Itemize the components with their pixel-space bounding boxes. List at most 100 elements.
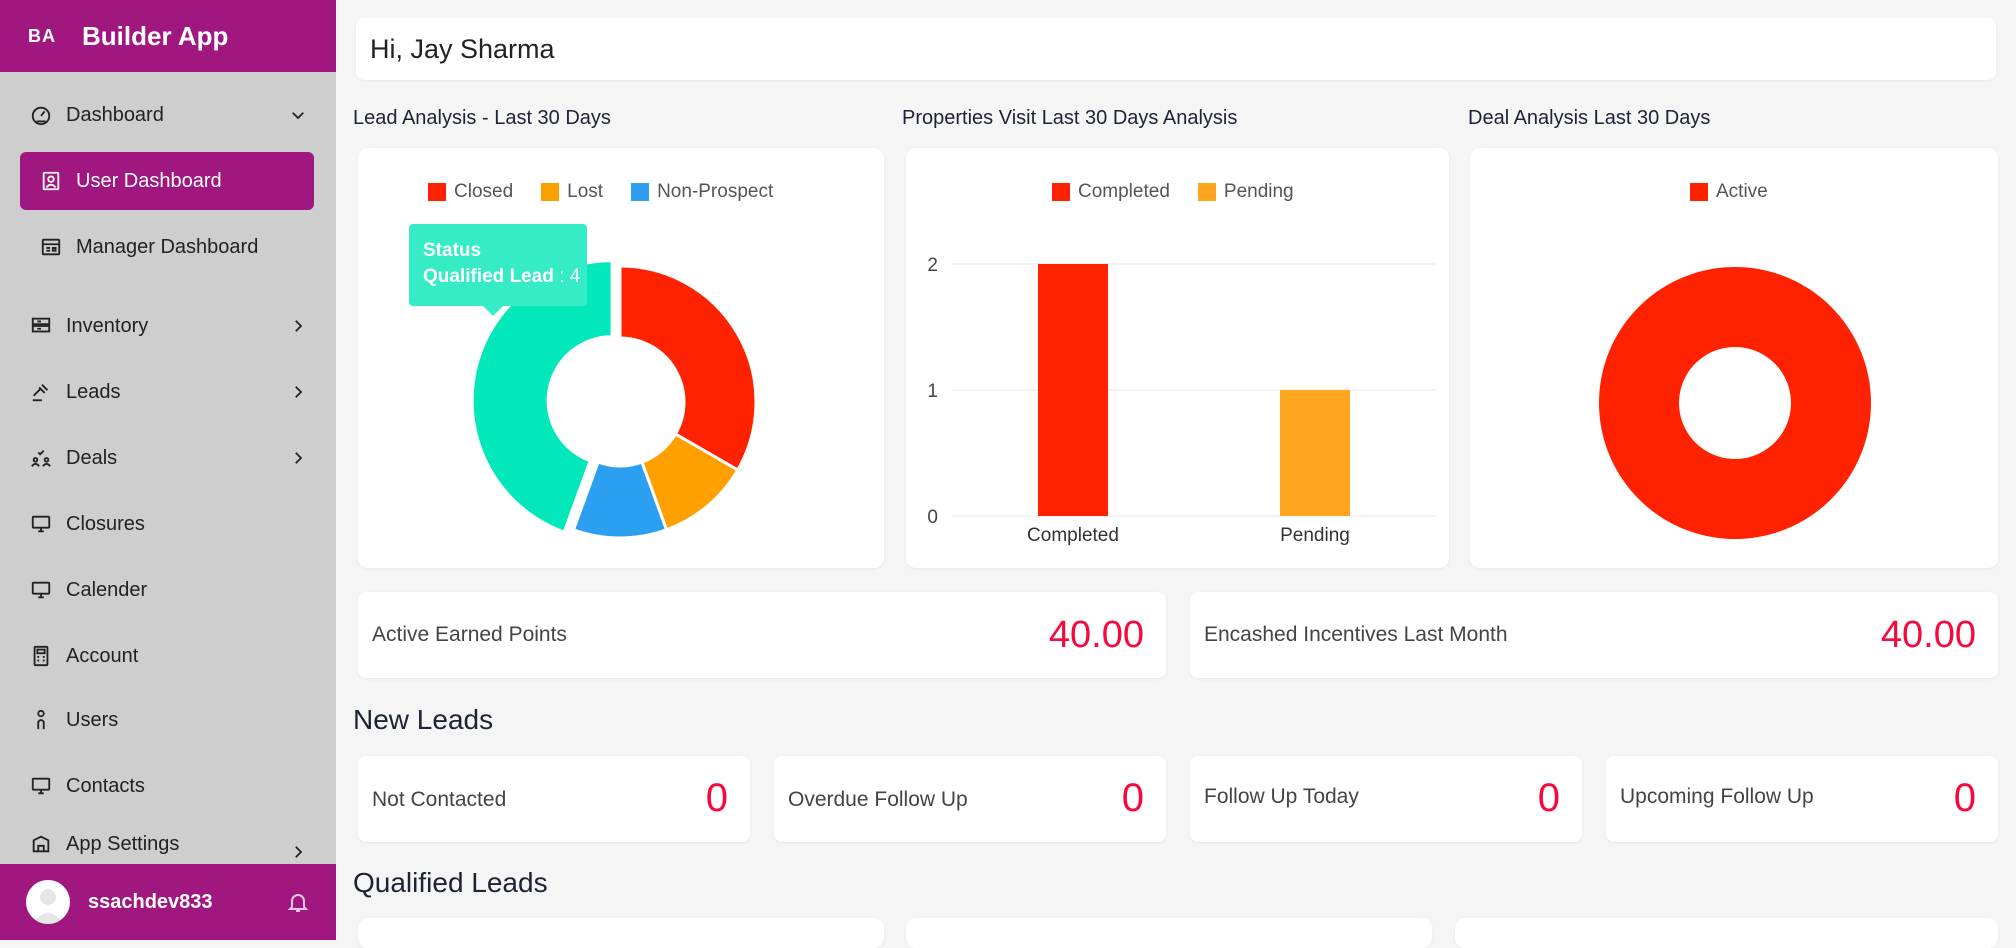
brand-name: Builder App <box>82 20 229 51</box>
tooltip-separator: : <box>553 266 570 287</box>
chevron-right-icon[interactable] <box>288 382 308 402</box>
calculator-icon <box>28 643 54 669</box>
user-icon <box>28 707 54 733</box>
follow-up-today-card[interactable]: Follow Up Today 0 <box>1190 756 1582 842</box>
qualified-leads-card <box>1455 918 1998 948</box>
tooltip-arrow <box>483 306 503 316</box>
sidebar-item-label: User Dashboard <box>76 169 222 192</box>
lead-analysis-title: Lead Analysis - Last 30 Days <box>353 107 611 129</box>
qualified-leads-card <box>906 918 1432 948</box>
sidebar-item-label: Inventory <box>66 314 149 337</box>
pie-slice-non-prospect[interactable] <box>571 460 669 540</box>
sidebar-item-account[interactable]: Account <box>0 628 336 684</box>
bar-completed[interactable] <box>1038 264 1108 516</box>
greeting-text: Hi, Jay Sharma <box>370 33 555 64</box>
sidebar-item-users[interactable]: Users <box>0 692 336 748</box>
deals-icon <box>28 445 54 471</box>
manager-dashboard-icon <box>38 234 64 260</box>
legend-label: Completed <box>1078 181 1170 202</box>
user-bar[interactable]: ssachdev833 <box>0 864 336 940</box>
brand-header[interactable]: BA Builder App <box>0 0 336 72</box>
stat-label: Follow Up Today <box>1204 785 1359 808</box>
sidebar-item-app-settings[interactable]: App Settings <box>0 824 336 864</box>
sidebar-item-calender[interactable]: Calender <box>0 562 336 618</box>
sidebar-item-user-dashboard[interactable]: User Dashboard <box>20 152 314 210</box>
monitor-icon <box>28 773 54 799</box>
legend-swatch <box>1197 183 1216 201</box>
sidebar-item-deals[interactable]: Deals <box>0 430 336 486</box>
stat-value: 0 <box>705 776 728 820</box>
sidebar-item-label: App Settings <box>66 832 180 855</box>
sidebar-item-inventory[interactable]: Inventory <box>0 298 336 354</box>
legend-label: Lost <box>567 181 604 202</box>
chevron-right-icon[interactable] <box>288 842 308 862</box>
legend-item-pending[interactable]: Pending <box>1197 181 1294 203</box>
stat-value: 0 <box>1953 776 1976 820</box>
stat-value: 0 <box>1121 776 1144 820</box>
stat-label: Upcoming Follow Up <box>1620 785 1814 808</box>
y-tick-label: 1 <box>927 381 938 402</box>
legend-swatch <box>1690 183 1708 201</box>
encashed-incentives-card: Encashed Incentives Last Month 40.00 <box>1190 592 1998 678</box>
sidebar-item-label: Manager Dashboard <box>76 235 259 258</box>
stat-value: 0 <box>1537 776 1560 820</box>
avatar[interactable] <box>26 880 70 924</box>
legend-label: Pending <box>1223 181 1294 202</box>
not-contacted-card[interactable]: Not Contacted 0 <box>358 756 750 842</box>
overdue-follow-up-card[interactable]: Overdue Follow Up 0 <box>774 756 1166 842</box>
sidebar-item-label: Users <box>66 708 119 731</box>
sidebar-item-label: Account <box>66 644 139 667</box>
bar-pending[interactable] <box>1280 390 1350 516</box>
sidebar-item-contacts[interactable]: Contacts <box>0 758 336 814</box>
legend-swatch <box>541 183 560 201</box>
deal-analysis-title: Deal Analysis Last 30 Days <box>1468 107 1711 129</box>
sidebar-item-dashboard[interactable]: Dashboard <box>0 87 336 143</box>
qualified-leads-card <box>358 918 884 948</box>
gavel-icon <box>28 379 54 405</box>
y-tick-label: 0 <box>927 507 938 528</box>
stat-value: 40.00 <box>1880 614 1976 656</box>
legend-swatch <box>428 183 446 201</box>
deal-analysis-donut <box>1598 267 1871 539</box>
sidebar-item-manager-dashboard[interactable]: Manager Dashboard <box>20 218 314 276</box>
pie-slice-active[interactable] <box>1598 267 1871 539</box>
legend-item-active[interactable]: Active <box>1690 181 1768 203</box>
chevron-right-icon[interactable] <box>288 448 308 468</box>
legend-item-completed[interactable]: Completed <box>1052 181 1170 203</box>
bell-icon[interactable] <box>286 890 310 914</box>
stat-label: Active Earned Points <box>372 623 567 646</box>
user-dashboard-icon <box>38 168 64 194</box>
tooltip-title: Status <box>423 240 482 261</box>
monitor-icon <box>28 511 54 537</box>
monitor-icon <box>28 577 54 603</box>
legend-swatch <box>1052 183 1070 201</box>
new-leads-heading: New Leads <box>353 704 494 735</box>
legend-item-closed[interactable]: Closed <box>428 181 513 203</box>
inventory-icon <box>28 313 54 339</box>
pie-slice-closed[interactable] <box>618 264 758 473</box>
legend-item-lost[interactable]: Lost <box>541 181 603 203</box>
chevron-down-icon[interactable] <box>288 105 308 125</box>
stat-value: 40.00 <box>1048 614 1144 656</box>
chevron-right-icon[interactable] <box>288 316 308 336</box>
legend-label: Non-Prospect <box>657 181 774 202</box>
qualified-leads-heading: Qualified Leads <box>353 867 548 898</box>
lead-analysis-donut <box>470 260 758 540</box>
sidebar-item-label: Closures <box>66 512 145 535</box>
sidebar-item-label: Deals <box>66 446 118 469</box>
sidebar-item-label: Calender <box>66 578 148 601</box>
upcoming-follow-up-card[interactable]: Upcoming Follow Up 0 <box>1606 756 1998 842</box>
chart-tooltip: Status Qualified Lead : 4 <box>409 224 587 316</box>
properties-visit-chart-card <box>906 148 1449 568</box>
sidebar-item-leads[interactable]: Leads <box>0 364 336 420</box>
username: ssachdev833 <box>88 890 213 913</box>
legend-label: Closed <box>454 181 514 202</box>
stat-label: Not Contacted <box>372 788 507 811</box>
tooltip-body: Qualified Lead : 4 <box>423 266 580 288</box>
sidebar-item-closures[interactable]: Closures <box>0 496 336 552</box>
y-tick-label: 2 <box>927 255 938 276</box>
legend-label: Active <box>1716 181 1768 202</box>
deal-analysis-legend: Active <box>1690 181 1796 203</box>
greeting-card: Hi, Jay Sharma <box>356 18 1996 80</box>
legend-item-non-prospect[interactable]: Non-Prospect <box>631 181 773 203</box>
